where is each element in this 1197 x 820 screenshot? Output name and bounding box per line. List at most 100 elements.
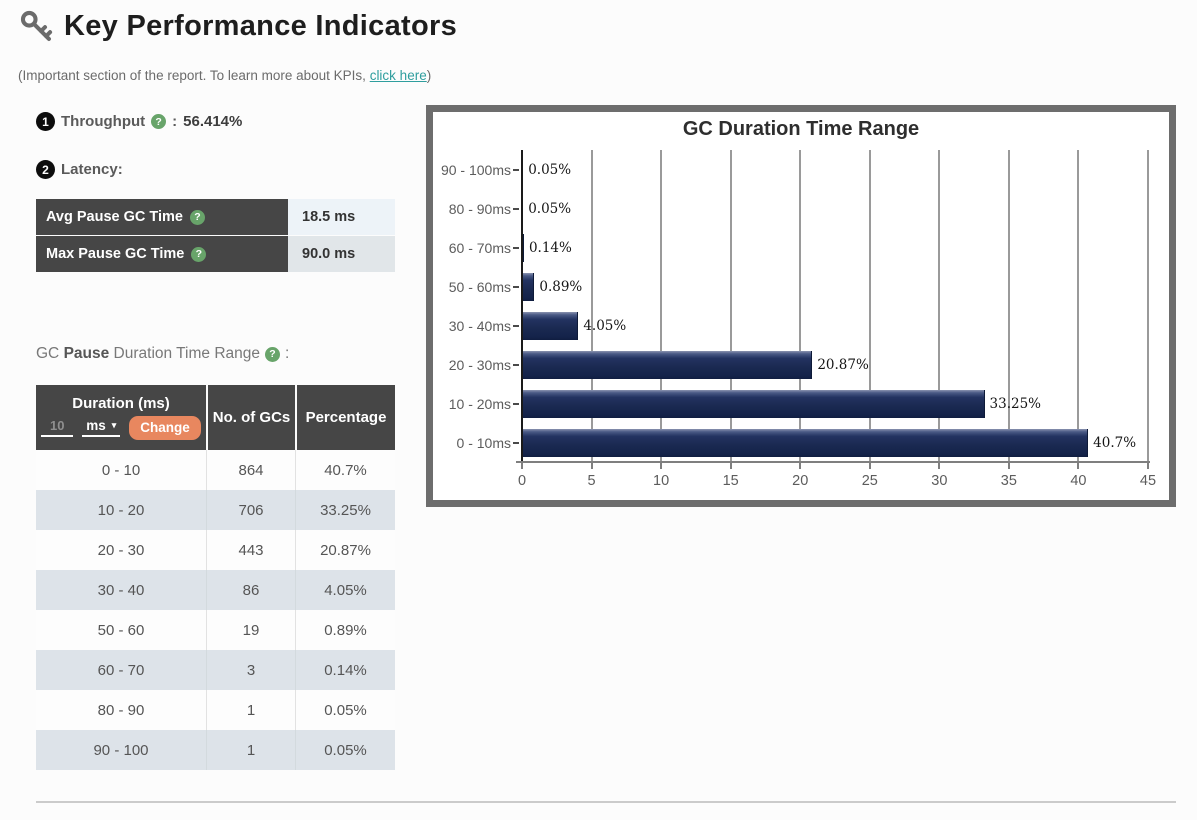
help-icon[interactable]: ? — [265, 346, 281, 362]
bar-value-label: 40.7% — [1093, 435, 1137, 452]
x-tick-label: 35 — [1000, 473, 1017, 489]
gridline — [1007, 150, 1010, 463]
kpi-number-badge: 1 — [36, 112, 55, 131]
bar-value-label: 0.05% — [528, 200, 572, 217]
category-tick — [513, 207, 519, 210]
bar-value-label: 0.14% — [528, 239, 572, 256]
subtitle: (Important section of the report. To lea… — [18, 68, 431, 83]
pause-duration-heading: GC Pause Duration Time Range ? : — [36, 345, 289, 363]
axis-tick — [799, 463, 802, 469]
table-row: 90 - 100 1 0.05% — [36, 730, 395, 770]
table-cell: 40.7% — [295, 450, 395, 490]
table-cell: 864 — [206, 450, 295, 490]
x-tick-label: 20 — [792, 473, 809, 489]
category-tick — [513, 285, 519, 288]
table-cell: 10 - 20 — [97, 501, 145, 519]
chart-row: 60 - 70ms 0.14% — [449, 228, 1148, 267]
duration-bucket-input[interactable] — [41, 418, 74, 437]
table-row: 30 - 40 86 4.05% — [36, 570, 395, 610]
gridline — [729, 150, 732, 463]
table-cell: 60 - 70 — [97, 661, 145, 679]
chevron-down-icon: ▾ — [111, 420, 117, 430]
duration-column-header: Duration (ms) ms ▾ Change — [36, 385, 206, 450]
gc-duration-chart: GC Duration Time Range 0 5 10 15 20 25 30 35 40 4… — [426, 105, 1176, 507]
x-tick-label: 45 — [1139, 473, 1157, 489]
axis-tick — [868, 463, 871, 469]
bar — [522, 312, 579, 341]
x-tick-label: 15 — [722, 473, 739, 489]
chart-title: GC Duration Time Range — [682, 118, 920, 140]
gridline — [1147, 150, 1149, 463]
bar-value-label: 20.87% — [817, 357, 869, 374]
category-tick — [513, 246, 519, 249]
page-title: Key Performance Indicators — [64, 9, 457, 42]
key-icon — [18, 8, 54, 44]
latency-label: Latency: — [61, 161, 123, 178]
axis-tick — [1147, 463, 1149, 469]
x-tick-label: 25 — [861, 473, 878, 489]
table-cell: 0.05% — [295, 730, 395, 770]
unit-dropdown[interactable]: ms ▾ — [82, 418, 121, 437]
help-icon[interactable]: ? — [151, 114, 167, 129]
x-axis-line — [516, 461, 1150, 463]
chart-row: 0 - 10ms 40.7% — [457, 424, 1148, 463]
table-cell: 20 - 30 — [97, 541, 145, 559]
latency-table: Avg Pause GC Time? 18.5 ms Max Pause GC Ti… — [36, 199, 395, 273]
category-label: 0 - 10ms — [456, 435, 511, 452]
help-icon[interactable]: ? — [190, 209, 205, 225]
table-row: 80 - 90 1 0.05% — [36, 690, 395, 730]
click-here-link[interactable]: click here — [369, 68, 427, 83]
category-label: 80 - 90ms — [448, 200, 511, 217]
table-row: 50 - 60 19 0.89% — [36, 610, 395, 650]
axis-tick — [729, 463, 732, 469]
axis-tick — [938, 463, 941, 469]
latency-metric-value: 18.5 ms — [288, 199, 395, 235]
axis-tick — [590, 463, 593, 469]
axis-tick — [1077, 463, 1080, 469]
latency-kpi: 2 Latency: — [36, 160, 123, 179]
kpi-number-badge: 2 — [36, 160, 55, 179]
category-tick — [513, 325, 519, 328]
section-divider — [36, 801, 1176, 803]
chart-plot: 0 5 10 15 20 25 30 35 40 45 90 - 100ms 0.05% 80 - 90… — [441, 150, 1156, 489]
x-tick-label: 0 — [517, 473, 527, 489]
gcs-column-header: No. of GCs — [206, 385, 295, 450]
x-tick-label: 10 — [653, 473, 670, 489]
table-cell: 0.05% — [295, 690, 395, 730]
bar — [522, 272, 535, 301]
change-button[interactable]: Change — [129, 415, 201, 440]
x-tick-label: 5 — [587, 473, 596, 489]
chart-row: 50 - 60ms 0.89% — [449, 267, 1148, 306]
category-tick — [513, 442, 519, 445]
throughput-label: Throughput — [61, 113, 146, 130]
bar — [522, 429, 1089, 458]
bar-value-label: 33.25% — [989, 396, 1042, 413]
table-cell: 86 — [206, 570, 295, 610]
latency-metric-value: 90.0 ms — [288, 236, 395, 272]
table-cell: 50 - 60 — [97, 621, 145, 639]
gridline — [938, 150, 941, 463]
heading-suffix: Duration Time Range — [109, 345, 261, 362]
help-icon[interactable]: ? — [191, 246, 207, 262]
category-tick — [513, 364, 519, 367]
unit-label: ms — [86, 418, 106, 433]
latency-metric-label: Max Pause GC Time? — [36, 236, 288, 272]
subtitle-close: ) — [426, 68, 432, 83]
percentage-column-header: Percentage — [295, 385, 395, 450]
latency-row: Avg Pause GC Time? 18.5 ms — [36, 199, 395, 235]
subtitle-text: (Important section of the report. To lea… — [18, 68, 370, 83]
table-row: 60 - 70 3 0.14% — [36, 650, 395, 690]
bar — [522, 351, 813, 380]
bar — [522, 390, 985, 419]
gridline — [590, 150, 593, 463]
x-tick-label: 40 — [1070, 473, 1087, 489]
duration-table: Duration (ms) ms ▾ Change No. of GCs Per… — [36, 385, 395, 770]
axis-tick — [1007, 463, 1010, 469]
table-cell: 33.25% — [295, 490, 395, 530]
table-cell: 1 — [206, 730, 295, 770]
x-tick-label: 30 — [931, 473, 948, 489]
duration-column-label: Duration (ms) — [72, 394, 170, 412]
gridline — [799, 150, 802, 463]
table-cell: 19 — [206, 610, 295, 650]
